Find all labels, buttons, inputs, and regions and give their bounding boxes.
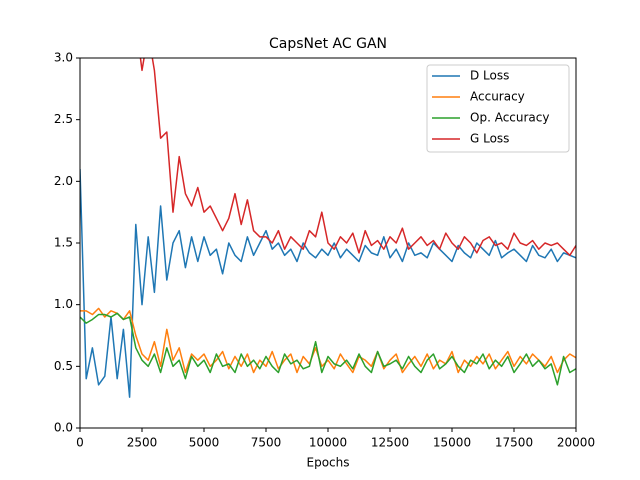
x-tick-label: 12500 xyxy=(371,436,409,450)
legend-box xyxy=(426,64,570,153)
series-line xyxy=(80,312,576,386)
series-line xyxy=(80,168,576,398)
y-tick-label: 3.0 xyxy=(54,51,73,65)
x-tick-label: 17500 xyxy=(495,436,533,450)
y-tick-label: 0.5 xyxy=(54,359,73,373)
x-tick-label: 7500 xyxy=(251,436,282,450)
legend-label: Accuracy xyxy=(470,90,525,104)
x-tick-label: 20000 xyxy=(557,436,595,450)
x-tick-label: 10000 xyxy=(309,436,347,450)
y-tick-label: 0.0 xyxy=(54,421,73,435)
x-tick-label: 2500 xyxy=(127,436,158,450)
y-tick-label: 2.5 xyxy=(54,112,73,126)
x-tick-label: 15000 xyxy=(433,436,471,450)
chart-title: CapsNet AC GAN xyxy=(269,36,387,52)
y-tick-label: 1.0 xyxy=(54,297,73,311)
legend-label: Op. Accuracy xyxy=(470,111,549,125)
legend-label: D Loss xyxy=(470,69,509,83)
legend-label: G Loss xyxy=(470,132,509,146)
x-axis-label: Epochs xyxy=(307,456,350,470)
x-tick-label: 5000 xyxy=(189,436,220,450)
y-tick-label: 2.0 xyxy=(54,174,73,188)
series-line xyxy=(139,58,576,257)
y-tick-label: 1.5 xyxy=(54,236,73,250)
x-tick-label: 0 xyxy=(76,436,84,450)
plot-lines xyxy=(80,58,576,398)
